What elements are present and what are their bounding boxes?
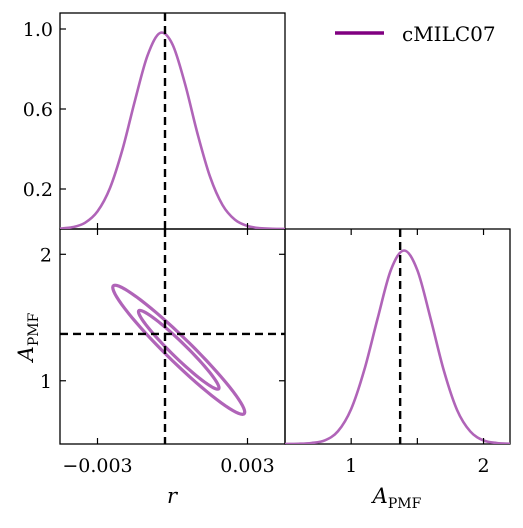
apmf-marginal-xtick-label: 2 <box>477 455 489 477</box>
r-marginal-curve <box>60 31 285 229</box>
apmf-marginal-frame <box>284 228 511 445</box>
contour-frame <box>59 228 286 445</box>
legend: cMILC07 <box>335 22 496 46</box>
apmf-marginal-xtick-label: 1 <box>345 455 357 477</box>
r-marginal-ytick-label: 0.2 <box>23 179 53 201</box>
contour-xtick-label: −0.003 <box>62 455 132 477</box>
ticks-layer: 0.2 0.6 1.0 −0.003 0.003 1 2 1 2 <box>23 19 490 477</box>
contour-level-1 <box>136 308 221 391</box>
x-axis-label-apmf: APMF <box>371 484 422 512</box>
contour-level-2 <box>111 283 247 416</box>
contour-ytick-label: 2 <box>40 244 52 266</box>
reference-lines-layer <box>60 13 402 444</box>
apmf-marginal-curve <box>285 249 510 444</box>
contour-ytick-label: 1 <box>40 371 52 393</box>
r-marginal-ytick-label: 1.0 <box>23 19 53 41</box>
contour-xtick-label: 0.003 <box>220 455 274 477</box>
x-axis-label-r: r <box>167 484 179 508</box>
legend-label: cMILC07 <box>402 22 496 46</box>
y-axis-label-apmf: APMF <box>14 312 42 363</box>
r-marginal-ytick-label: 0.6 <box>23 99 53 121</box>
